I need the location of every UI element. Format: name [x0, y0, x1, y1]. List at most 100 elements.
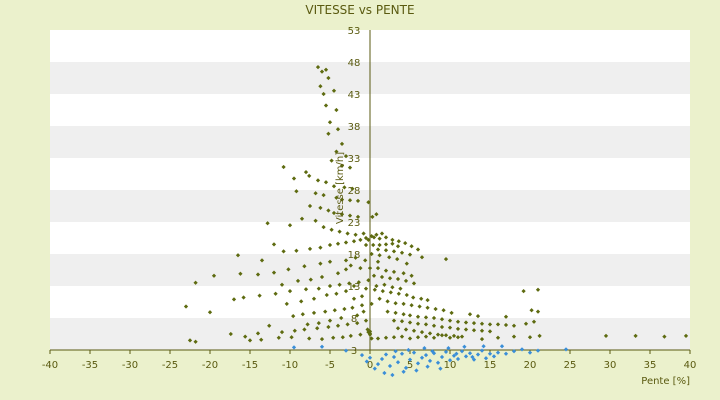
data-point-main — [390, 237, 395, 243]
data-point-main — [431, 335, 437, 340]
data-point-main — [409, 244, 414, 249]
data-point-main — [231, 297, 237, 302]
series-lower-points — [291, 344, 569, 378]
data-point-main — [339, 163, 345, 168]
data-point-main — [307, 203, 313, 209]
data-point-main — [255, 331, 261, 336]
data-point-main — [183, 304, 189, 309]
data-point-main — [361, 309, 366, 314]
data-point-main — [347, 165, 353, 170]
data-point-main — [411, 281, 417, 286]
data-point-main — [286, 267, 291, 272]
y-tick-label: 53 — [348, 26, 361, 37]
data-point-main — [439, 317, 445, 322]
data-point-main — [503, 314, 509, 319]
data-point-main — [324, 292, 329, 298]
data-point-main — [487, 329, 493, 334]
data-point-main — [367, 329, 373, 334]
data-point-main — [305, 322, 310, 327]
x-tick-label: 40 — [684, 360, 697, 371]
data-point-main — [439, 333, 445, 338]
data-point-main — [390, 285, 395, 290]
x-tick-label: 20 — [524, 360, 537, 371]
data-point-main — [211, 273, 217, 278]
data-point-main — [311, 296, 317, 301]
data-point-main — [279, 329, 285, 335]
data-point-main — [316, 286, 321, 291]
data-point-main — [363, 235, 369, 241]
data-point-main — [403, 278, 409, 284]
data-point-lower — [462, 344, 467, 349]
data-point-main — [271, 270, 277, 275]
data-point-main — [356, 280, 361, 285]
data-point-lower — [511, 349, 517, 354]
data-point-main — [443, 333, 449, 338]
y-tick-label: 33 — [348, 154, 361, 165]
data-point-main — [479, 321, 485, 326]
data-point-main — [334, 195, 339, 200]
data-point-main — [289, 335, 294, 340]
data-point-main — [284, 301, 289, 307]
data-point-main — [475, 313, 481, 319]
data-point-main — [383, 248, 389, 253]
data-point-main — [375, 265, 381, 271]
data-point-main — [383, 235, 389, 240]
data-point-main — [423, 334, 429, 339]
data-point-main — [447, 325, 453, 330]
data-point-main — [359, 303, 365, 308]
data-point-lower — [479, 348, 485, 353]
x-tick-label: -40 — [42, 360, 58, 371]
data-point-main — [291, 176, 297, 181]
data-point-main — [323, 180, 329, 185]
data-point-main — [315, 178, 321, 183]
data-point-main — [281, 249, 286, 254]
data-point-main — [390, 241, 395, 246]
data-point-main — [455, 319, 461, 324]
data-point-main — [292, 328, 297, 333]
data-point-main — [495, 322, 501, 327]
data-point-main — [372, 287, 377, 292]
data-point-main — [377, 296, 382, 301]
data-point-lower — [401, 369, 406, 374]
data-point-main — [359, 294, 365, 299]
data-point-main — [401, 271, 406, 276]
data-point-main — [347, 281, 352, 286]
data-point-main — [431, 323, 437, 328]
data-point-lower — [399, 351, 405, 356]
data-point-main — [633, 333, 638, 339]
data-point-main — [377, 242, 382, 248]
data-point-main — [337, 282, 342, 287]
data-point-lower — [467, 351, 473, 356]
data-point-main — [459, 334, 465, 339]
x-tick-label: 5 — [407, 360, 413, 371]
data-point-main — [387, 255, 392, 260]
data-point-main — [401, 301, 406, 307]
data-point-main — [603, 333, 609, 339]
data-point-main — [366, 200, 371, 205]
data-point-main — [355, 313, 360, 318]
data-point-main — [404, 261, 409, 266]
data-point-lower — [403, 365, 409, 371]
data-point-main — [276, 335, 281, 340]
data-point-main — [471, 328, 477, 333]
data-point-main — [411, 328, 417, 333]
data-point-main — [374, 212, 379, 217]
data-point-main — [399, 250, 405, 255]
data-point-main — [382, 282, 387, 287]
data-point-main — [449, 310, 454, 316]
data-point-main — [294, 189, 299, 194]
data-point-lower — [499, 344, 505, 349]
data-point-main — [259, 258, 265, 263]
data-point-main — [335, 241, 341, 246]
x-axis-title: Pente [%] — [641, 376, 690, 387]
data-point-lower — [343, 348, 349, 353]
data-point-main — [479, 328, 485, 333]
data-point-main — [339, 315, 344, 321]
data-point-main — [415, 335, 421, 340]
data-point-lower — [443, 349, 449, 355]
x-tick-label: -30 — [122, 360, 138, 371]
data-point-main — [537, 333, 542, 339]
data-point-main — [409, 273, 414, 278]
data-point-main — [511, 334, 517, 339]
data-point-main — [350, 186, 355, 191]
